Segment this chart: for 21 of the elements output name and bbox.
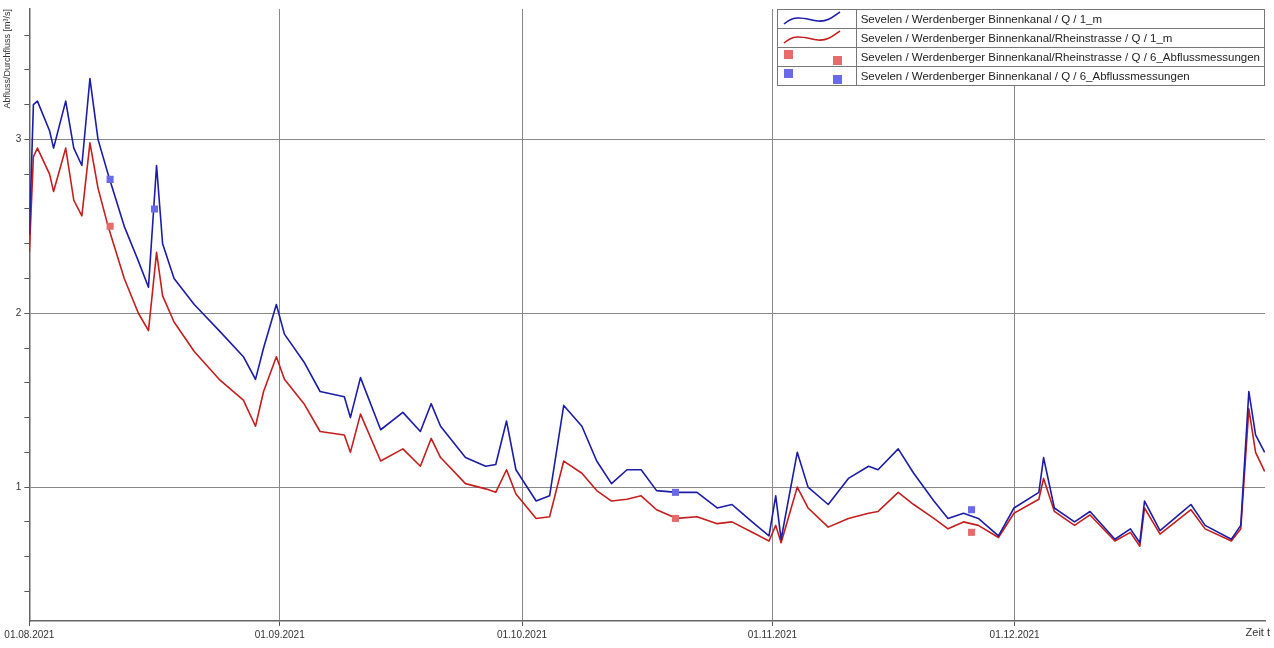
point (671, 488, 679, 496)
y-tick-label: 3 (15, 133, 22, 145)
y-tick-label: 1 (15, 480, 22, 492)
legend-label: Sevelen / Werdenberger Binnenkanal/Rheinstrasse / Q / 1_m (856, 28, 1265, 48)
point (106, 222, 114, 230)
point (106, 175, 114, 183)
x-tick-label: 01.08.2021 (4, 628, 55, 640)
y-tick-label: 2 (15, 307, 22, 319)
y-axis-title: Abfluss/Durchfluss [m³/s] (1, 9, 12, 109)
x-tick-label: 01.12.2021 (989, 628, 1041, 640)
point (968, 528, 976, 536)
x-tick-label: 01.10.2021 (496, 628, 548, 640)
x-tick-label: 01.11.2021 (747, 628, 798, 640)
point (671, 514, 679, 522)
legend-label: Sevelen / Werdenberger Binnenkanal/Rheinstrasse / Q / 6_Abflussmessungen (856, 47, 1265, 67)
x-tick-label: 01.09.2021 (254, 628, 306, 640)
legend-label: Sevelen / Werdenberger Binnenkanal / Q / 1_m (856, 9, 1265, 29)
x-axis-title: Zeit t (1245, 625, 1270, 638)
point (968, 506, 976, 514)
point (151, 205, 159, 213)
legend-label: Sevelen / Werdenberger Binnenkanal / Q / 6_Abflussmessungen (856, 66, 1265, 86)
